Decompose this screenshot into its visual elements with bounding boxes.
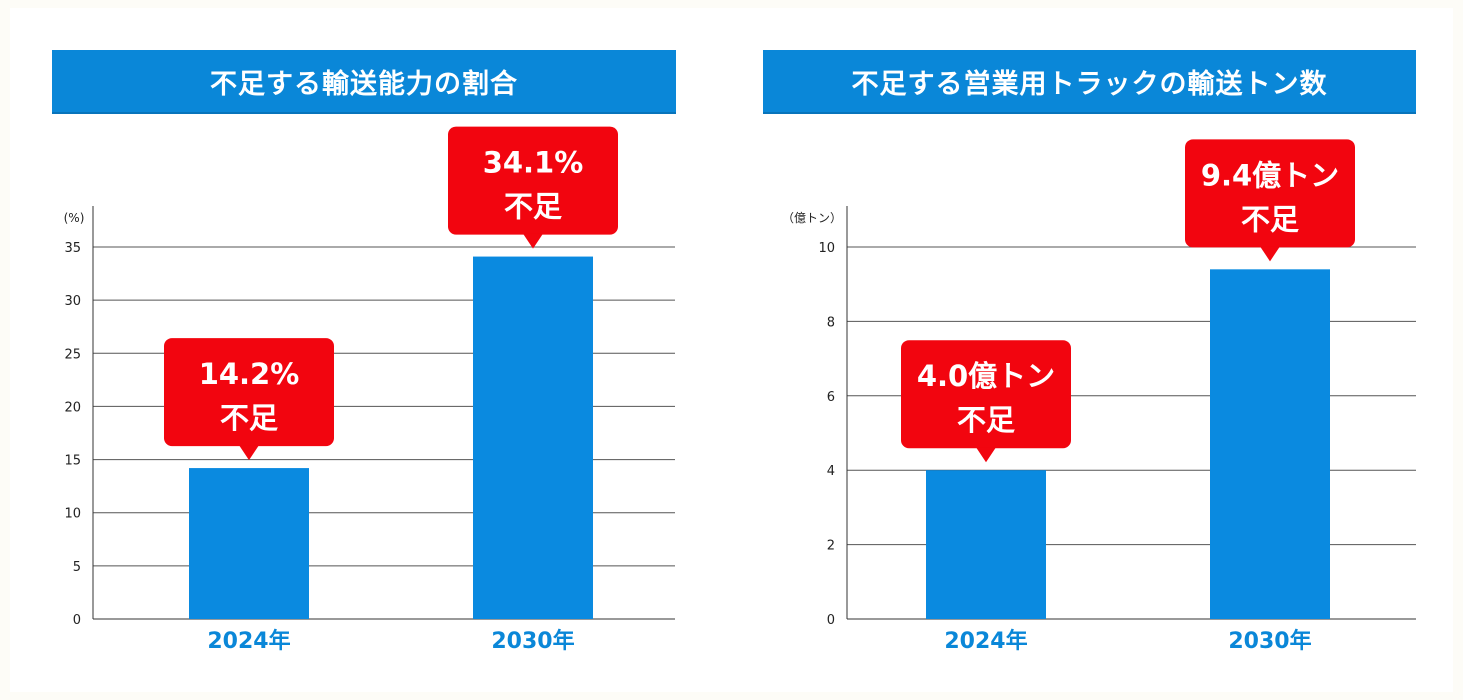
callout-box-left-0	[164, 338, 334, 447]
callout-value-left-1: 34.1%	[483, 146, 584, 180]
callout-pointer-right-1	[1260, 246, 1280, 262]
bar-right-1	[1210, 269, 1330, 619]
y-tick-label-left: 30	[64, 294, 81, 309]
callout-box-right-1	[1185, 139, 1355, 248]
callout-value-left-0: 14.2%	[199, 357, 300, 391]
chart-title-right: 不足する営業用トラックの輸送トン数	[763, 50, 1416, 112]
y-unit-label-left: (%)	[64, 211, 85, 225]
y-tick-label-right: 6	[827, 390, 835, 405]
callout-shortage-right-0: 不足	[957, 403, 1015, 437]
bar-left-1	[473, 256, 593, 619]
chart-title-left: 不足する輸送能力の割合	[52, 50, 676, 112]
callout-shortage-left-1: 不足	[504, 190, 562, 224]
callout-shortage-left-0: 不足	[220, 401, 278, 435]
callout-box-left-1	[448, 126, 618, 235]
y-tick-label-left: 35	[64, 241, 81, 256]
y-tick-label-left: 15	[64, 454, 81, 469]
bar-left-0	[189, 468, 309, 619]
y-tick-label-right: 10	[818, 241, 835, 256]
callout-pointer-left-0	[239, 445, 259, 461]
y-tick-label-right: 2	[827, 539, 835, 554]
category-label-right-0: 2024年	[944, 628, 1027, 654]
callout-value-right-0: 4.0億トン	[917, 359, 1055, 393]
category-label-right-1: 2030年	[1228, 628, 1311, 654]
y-unit-label-right: （億トン）	[782, 211, 842, 225]
y-tick-label-left: 25	[64, 347, 81, 362]
y-tick-label-left: 10	[64, 507, 81, 522]
bar-right-0	[926, 470, 1046, 619]
callout-box-right-0	[901, 340, 1071, 449]
callout-value-right-1: 9.4億トン	[1201, 158, 1339, 192]
callout-shortage-right-1: 不足	[1241, 202, 1299, 236]
category-label-left-1: 2030年	[491, 628, 574, 654]
callout-pointer-right-0	[976, 447, 996, 463]
y-tick-label-right: 8	[827, 315, 835, 330]
y-tick-label-right: 0	[827, 613, 835, 628]
y-tick-label-left: 0	[73, 613, 81, 628]
y-tick-label-left: 20	[64, 400, 81, 415]
y-tick-label-left: 5	[73, 560, 81, 575]
category-label-left-0: 2024年	[207, 628, 290, 654]
callout-pointer-left-1	[523, 233, 543, 249]
y-tick-label-right: 4	[827, 464, 835, 479]
